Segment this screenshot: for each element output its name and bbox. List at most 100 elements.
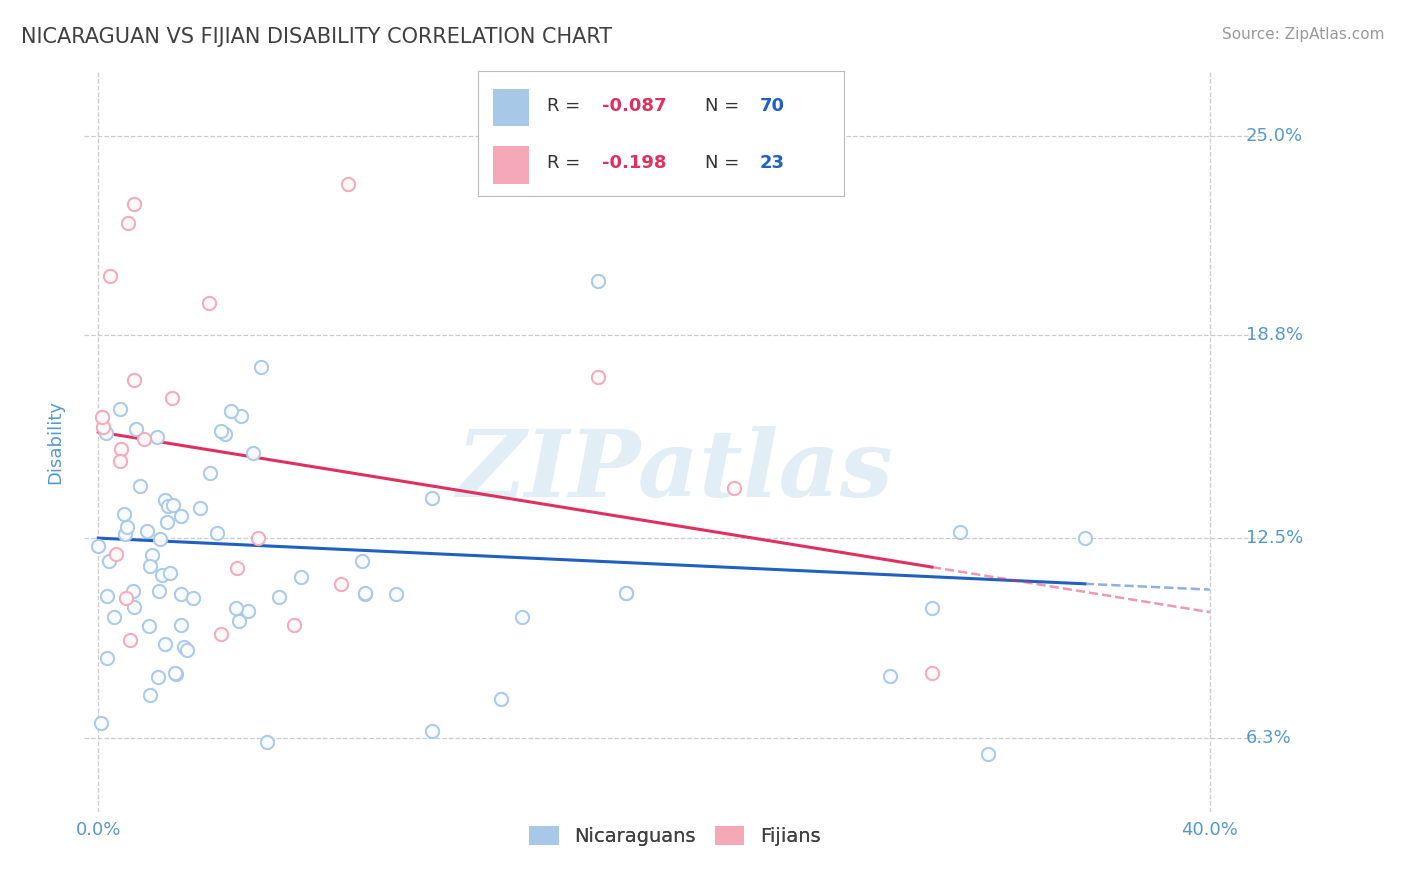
Point — [98, 554, 121, 568]
Point — [155, 515, 177, 529]
Point — [149, 532, 172, 546]
Point — [129, 479, 152, 493]
Point — [588, 370, 610, 384]
Point — [198, 296, 221, 310]
Point — [269, 590, 291, 604]
Point — [949, 525, 972, 540]
Point — [103, 609, 125, 624]
Point — [512, 610, 534, 624]
Point — [173, 640, 195, 654]
Point — [231, 409, 253, 424]
Point — [122, 584, 145, 599]
Point — [122, 196, 145, 211]
Text: -0.198: -0.198 — [602, 153, 666, 171]
Point — [138, 619, 160, 633]
Point — [118, 633, 141, 648]
Point — [921, 601, 943, 615]
Point — [148, 584, 170, 599]
Point — [157, 499, 180, 513]
Text: Disability: Disability — [46, 400, 63, 483]
Point — [354, 587, 377, 601]
Point — [96, 650, 118, 665]
Point — [146, 430, 169, 444]
Point — [188, 501, 211, 516]
Point — [976, 747, 998, 761]
Point — [976, 747, 998, 761]
Point — [98, 268, 121, 283]
Point — [330, 577, 353, 591]
Point — [122, 373, 145, 387]
Point — [420, 491, 443, 505]
Text: ZIPatlas: ZIPatlas — [457, 426, 893, 516]
Point — [87, 539, 110, 553]
Point — [129, 479, 152, 493]
Text: 12.5%: 12.5% — [1246, 529, 1303, 547]
Point — [420, 491, 443, 505]
Point — [290, 570, 312, 584]
Point — [165, 665, 187, 680]
Point — [176, 643, 198, 657]
Point — [181, 591, 204, 605]
Point — [173, 640, 195, 654]
Point — [132, 432, 155, 446]
Point — [169, 508, 191, 523]
Point — [512, 610, 534, 624]
Point — [162, 498, 184, 512]
Point — [219, 404, 242, 418]
Text: 0.0%: 0.0% — [76, 822, 121, 839]
Point — [214, 426, 236, 441]
Point — [209, 627, 232, 641]
Point — [614, 586, 637, 600]
Point — [155, 637, 177, 651]
Point — [118, 633, 141, 648]
Point — [91, 409, 114, 424]
Point — [420, 724, 443, 739]
Point — [350, 554, 373, 568]
Point — [921, 666, 943, 681]
Point — [879, 668, 901, 682]
Point — [160, 392, 183, 406]
Point — [110, 442, 132, 456]
Point — [150, 567, 173, 582]
Point — [242, 446, 264, 460]
FancyBboxPatch shape — [492, 146, 529, 184]
Point — [139, 559, 162, 574]
Point — [169, 586, 191, 600]
Text: 23: 23 — [759, 153, 785, 171]
Point — [384, 587, 406, 601]
Point — [337, 177, 360, 191]
Text: 25.0%: 25.0% — [1246, 127, 1303, 145]
Point — [165, 666, 187, 681]
Point — [117, 519, 139, 533]
Point — [139, 559, 162, 574]
Point — [949, 525, 972, 540]
Point — [115, 591, 138, 605]
Point — [614, 586, 637, 600]
Point — [117, 216, 139, 230]
Point — [723, 481, 745, 495]
Point — [148, 584, 170, 599]
Point — [115, 591, 138, 605]
Point — [198, 466, 221, 480]
Point — [91, 419, 114, 434]
Point — [588, 274, 610, 288]
Point — [176, 643, 198, 657]
Point — [588, 274, 610, 288]
Point — [155, 637, 177, 651]
Point — [157, 499, 180, 513]
Point — [1074, 531, 1097, 545]
Text: 6.3%: 6.3% — [1246, 729, 1292, 747]
Point — [247, 532, 270, 546]
Point — [117, 519, 139, 533]
Text: 40.0%: 40.0% — [1181, 822, 1239, 839]
Point — [283, 618, 305, 632]
Point — [149, 532, 172, 546]
Point — [94, 426, 117, 441]
Point — [146, 670, 169, 684]
Point — [159, 566, 181, 580]
Text: 70: 70 — [759, 97, 785, 115]
Point — [170, 618, 193, 632]
Point — [247, 532, 270, 546]
Point — [112, 508, 135, 522]
Point — [105, 547, 128, 561]
